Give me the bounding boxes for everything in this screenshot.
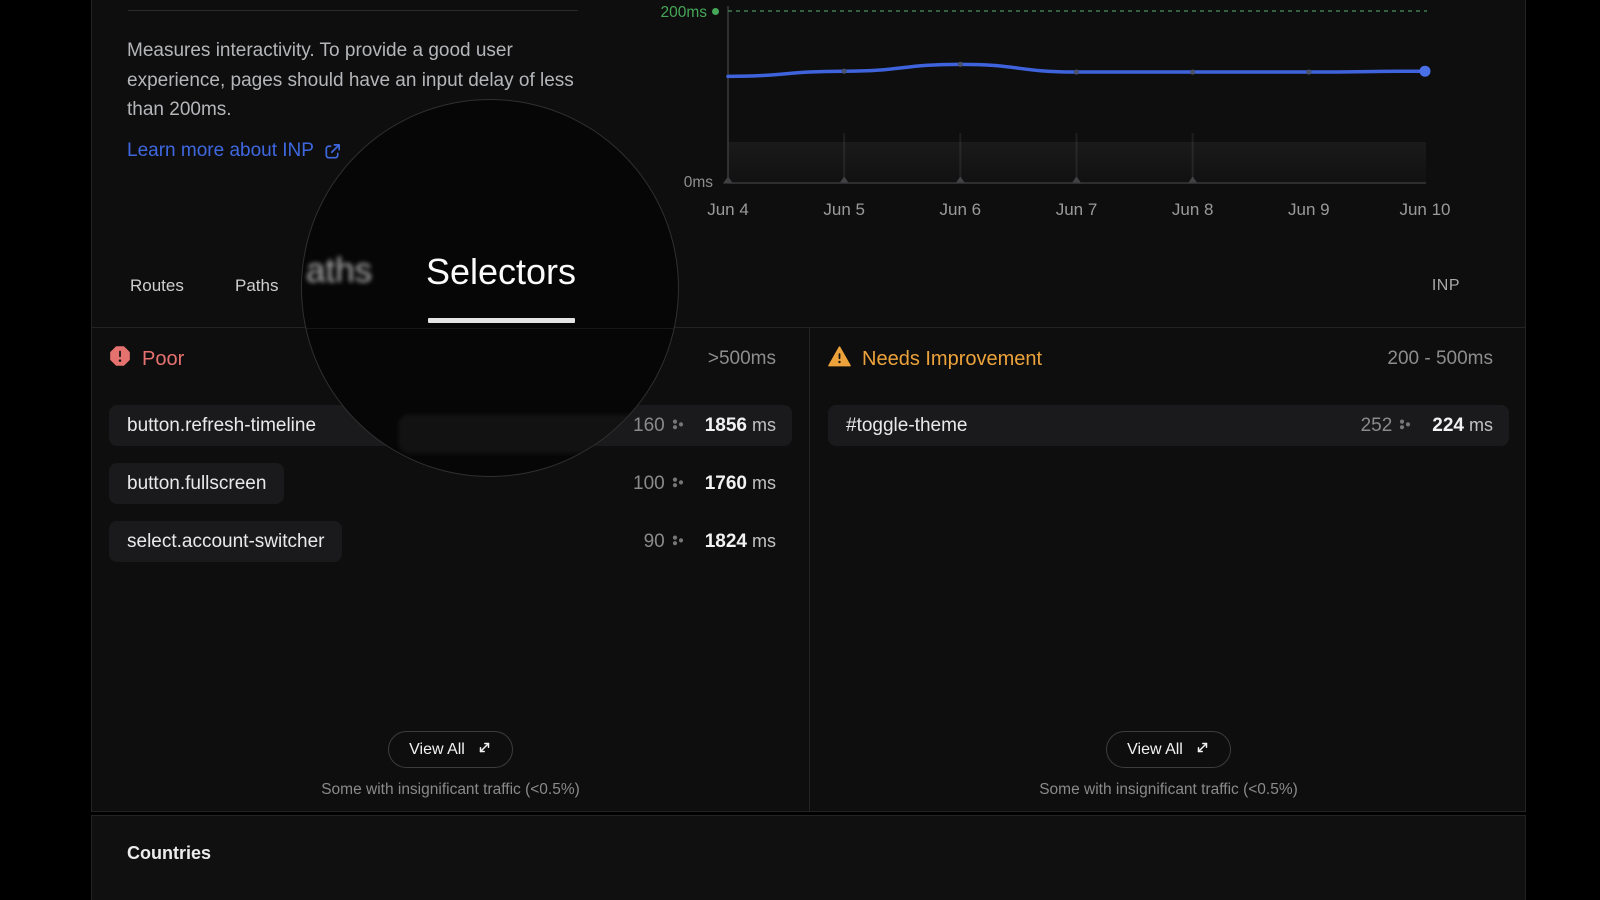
svg-text:Jun 6: Jun 6 bbox=[940, 200, 982, 219]
countries-card: Countries bbox=[91, 815, 1526, 900]
warning-triangle-icon bbox=[828, 345, 851, 373]
samples-dots-icon bbox=[672, 533, 684, 552]
stop-octagon-icon bbox=[109, 345, 131, 373]
inp-unit: ms bbox=[752, 473, 776, 493]
samples-dots-icon bbox=[672, 475, 684, 494]
inp-unit: ms bbox=[752, 531, 776, 551]
improve-range: 200 - 500ms bbox=[1387, 348, 1493, 369]
header-divider bbox=[128, 10, 578, 11]
svg-text:Jun 8: Jun 8 bbox=[1172, 200, 1214, 219]
learn-more-link[interactable]: Learn more about INP bbox=[127, 140, 342, 162]
inp-unit: ms bbox=[1469, 415, 1493, 435]
magnified-paths-fragment: aths bbox=[306, 251, 373, 290]
inp-value: 1824 bbox=[704, 530, 747, 552]
sample-count: 252 bbox=[1360, 414, 1393, 436]
poor-title: Poor bbox=[142, 347, 185, 370]
learn-more-label: Learn more about INP bbox=[127, 140, 314, 161]
magnified-active-tab-underline bbox=[428, 318, 575, 323]
inp-metric-card: Measures interactivity. To provide a goo… bbox=[91, 0, 1526, 812]
inp-trend-chart: 200ms 0ms Jun 4 Jun 5 Jun 6 Jun 7 Jun 8 Jun 9 Ju… bbox=[660, 4, 1450, 219]
svg-text:Jun 10: Jun 10 bbox=[1399, 200, 1450, 219]
improve-panel-header: Needs Improvement 200 - 500ms bbox=[828, 344, 1509, 374]
sample-count: 160 bbox=[633, 414, 665, 436]
improve-rows: #toggle-theme 252 224 ms bbox=[828, 405, 1509, 463]
svg-text:Jun 9: Jun 9 bbox=[1288, 200, 1330, 219]
inp-value: 1760 bbox=[704, 472, 747, 494]
selector-row[interactable]: select.account-switcher 90 1824 ms bbox=[109, 521, 792, 562]
svg-text:Jun 4: Jun 4 bbox=[707, 200, 749, 219]
svg-text:0ms: 0ms bbox=[684, 174, 714, 191]
view-all-button[interactable]: View All bbox=[388, 731, 513, 768]
selector-pill: button.refresh-timeline bbox=[127, 414, 317, 436]
svg-text:Jun 7: Jun 7 bbox=[1056, 200, 1098, 219]
poor-panel-header: Poor >500ms bbox=[109, 344, 792, 374]
svg-text:Jun 5: Jun 5 bbox=[823, 200, 865, 219]
magnified-row-fragment bbox=[398, 414, 660, 454]
svg-text:200ms: 200ms bbox=[660, 4, 707, 21]
poor-range: >500ms bbox=[707, 348, 776, 369]
tab-row-divider bbox=[92, 327, 1525, 328]
metric-badge: INP bbox=[1431, 277, 1460, 294]
selector-pill: select.account-switcher bbox=[109, 521, 343, 562]
selector-pill: button.fullscreen bbox=[109, 463, 285, 504]
improve-title: Needs Improvement bbox=[862, 347, 1043, 370]
selector-pill: #toggle-theme bbox=[846, 414, 968, 436]
magnifier-overlay: aths Selectors bbox=[301, 99, 679, 477]
expand-icon bbox=[1195, 740, 1210, 760]
metric-description: Measures interactivity. To provide a goo… bbox=[127, 40, 574, 120]
sample-count: 100 bbox=[633, 472, 665, 494]
view-all-button[interactable]: View All bbox=[1106, 731, 1231, 768]
external-link-icon bbox=[323, 142, 342, 161]
inp-value: 224 bbox=[1432, 414, 1464, 436]
selector-row[interactable]: button.fullscreen 100 1760 ms bbox=[109, 463, 792, 504]
samples-dots-icon bbox=[672, 417, 684, 436]
tab-paths[interactable]: Paths bbox=[235, 276, 279, 295]
magnified-tab-divider bbox=[302, 328, 678, 329]
expand-icon bbox=[477, 740, 492, 760]
inp-value: 1856 bbox=[704, 414, 747, 436]
samples-dots-icon bbox=[1399, 417, 1411, 436]
traffic-footnote: Some with insignificant traffic (<0.5%) bbox=[1039, 781, 1298, 798]
sample-count: 90 bbox=[643, 530, 665, 552]
countries-title: Countries bbox=[127, 843, 212, 863]
inp-unit: ms bbox=[752, 415, 776, 435]
selector-row[interactable]: #toggle-theme 252 224 ms bbox=[828, 405, 1509, 446]
tab-routes[interactable]: Routes bbox=[130, 276, 184, 295]
magnified-selectors-tab: Selectors bbox=[425, 251, 577, 292]
needs-improvement-panel: Needs Improvement 200 - 500ms #toggle-th… bbox=[811, 328, 1526, 812]
traffic-footnote: Some with insignificant traffic (<0.5%) bbox=[321, 781, 580, 798]
